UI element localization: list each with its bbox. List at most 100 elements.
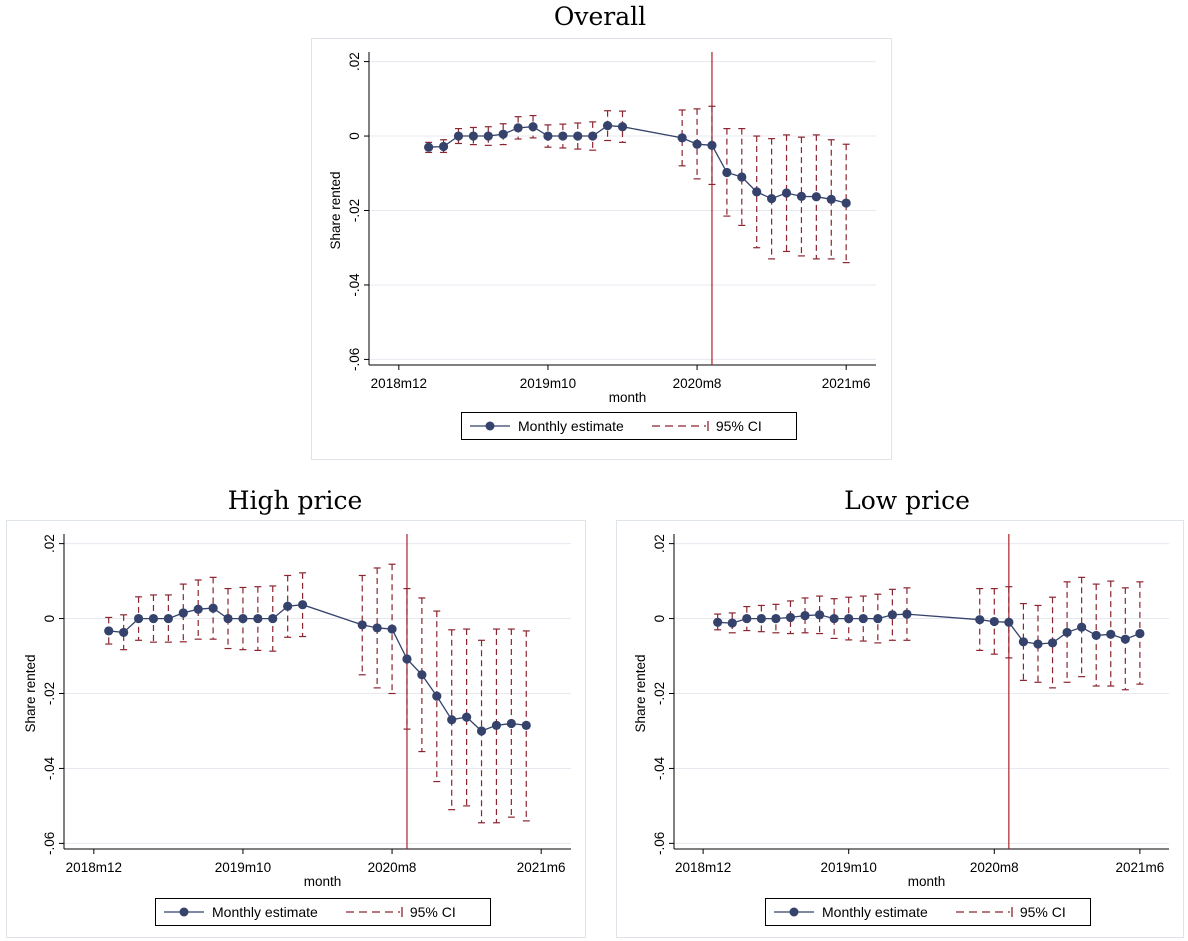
- estimate-point: [297, 600, 308, 610]
- estimate-point: [742, 613, 752, 624]
- y-tick-label: -.04: [42, 756, 57, 780]
- estimate-point: [357, 620, 367, 630]
- estimate-point: [727, 618, 737, 628]
- legend-label-estimate: Monthly estimate: [212, 904, 318, 920]
- legend-label-ci: 95% CI: [1019, 904, 1066, 920]
- estimate-point: [558, 131, 568, 141]
- estimate-point: [573, 131, 583, 141]
- estimate-point: [491, 720, 502, 730]
- chart-panel-low-price: -.06 -.04 -.02 0 .02 2018m12 2019m10 2020m8 2021…: [616, 520, 1184, 938]
- estimate-point: [737, 172, 747, 182]
- chart-title-high-price: High price: [227, 486, 363, 515]
- estimate-point: [975, 615, 985, 625]
- legend-item-estimate: Monthly estimate: [470, 418, 624, 434]
- estimate-point: [506, 718, 516, 729]
- x-tick-label: 2018m12: [66, 860, 122, 875]
- plot-overall: -.06 -.04 -.02 0 .02 2018m12 2019m10 2020m8 2021…: [328, 52, 876, 405]
- y-tick-label: -.04: [347, 273, 362, 297]
- x-tick-label: 2021m6: [517, 860, 566, 875]
- estimate-point: [814, 610, 825, 620]
- estimate-point: [722, 167, 732, 178]
- estimate-point: [796, 191, 807, 201]
- y-axis-label: Share rented: [23, 654, 38, 732]
- legend-item-ci: 95% CI: [651, 418, 762, 434]
- estimate-point: [447, 715, 457, 725]
- estimate-point: [402, 654, 412, 664]
- estimate-point: [677, 133, 687, 143]
- estimate-point: [163, 613, 173, 624]
- estimate-point: [858, 613, 868, 624]
- estimate-point: [602, 121, 613, 131]
- x-axis-label: month: [908, 874, 946, 889]
- estimate-point: [811, 192, 821, 202]
- estimate-point: [521, 720, 531, 730]
- y-tick-label: -.02: [42, 682, 57, 705]
- y-axis-label: Share rented: [328, 171, 343, 249]
- estimate-point: [1135, 628, 1145, 639]
- legend-item-estimate: Monthly estimate: [774, 904, 928, 920]
- legend-item-estimate: Monthly estimate: [164, 904, 318, 920]
- x-tick-label: 2018m12: [675, 860, 731, 875]
- estimate-point: [193, 604, 203, 614]
- estimate-point: [707, 140, 717, 150]
- x-tick-label: 2019m10: [520, 376, 576, 391]
- estimate-point: [283, 601, 293, 611]
- legend-overall: Monthly estimate 95% CI: [461, 412, 797, 440]
- legend-item-ci: 95% CI: [345, 904, 456, 920]
- y-tick-label: 0: [347, 132, 362, 140]
- estimate-point: [468, 131, 478, 141]
- estimate-point: [902, 609, 912, 619]
- y-tick-label: -.06: [42, 832, 57, 855]
- estimate-point: [476, 726, 487, 736]
- estimate-point: [844, 613, 854, 624]
- estimate-point: [1047, 638, 1058, 648]
- estimate-point: [1062, 627, 1072, 638]
- chart-panel-high-price: -.06 -.04 -.02 0 .02 2018m12 2019m10 2020m8 2021…: [6, 520, 586, 938]
- estimate-point: [1077, 622, 1087, 632]
- estimate-point: [417, 670, 427, 680]
- y-tick-label: -.02: [652, 682, 667, 705]
- estimate-point: [829, 613, 839, 624]
- y-tick-label: .02: [347, 52, 362, 71]
- legend-item-ci: 95% CI: [955, 904, 1066, 920]
- y-axis-label: Share rented: [633, 654, 648, 732]
- x-tick-label: 2019m10: [215, 860, 271, 875]
- estimate-point: [498, 129, 508, 139]
- estimate-point: [253, 613, 263, 624]
- estimate-point: [543, 131, 553, 141]
- estimate-point: [873, 613, 883, 624]
- plot-low-price: -.06 -.04 -.02 0 .02 2018m12 2019m10 2020m8 2021…: [633, 534, 1169, 889]
- x-tick-label: 2019m10: [821, 860, 877, 875]
- estimate-point: [617, 122, 628, 132]
- estimate-point: [713, 617, 723, 627]
- estimate-point: [223, 613, 233, 624]
- estimate-point: [887, 610, 897, 620]
- estimate-point: [268, 613, 278, 624]
- estimate-point: [438, 141, 449, 152]
- estimate-point: [453, 131, 464, 141]
- chart-panel-overall: -.06 -.04 -.02 0 .02 2018m12 2019m10 2020m8 2021…: [311, 38, 892, 460]
- estimate-point: [208, 603, 218, 613]
- y-tick-label: -.02: [347, 199, 362, 222]
- legend-label-ci: 95% CI: [409, 904, 456, 920]
- y-tick-label: .02: [652, 534, 667, 553]
- estimate-line: [108, 604, 527, 732]
- estimate-point: [119, 627, 129, 638]
- y-tick-label: .02: [42, 534, 57, 553]
- estimate-point: [841, 198, 851, 208]
- estimate-point: [372, 623, 382, 633]
- estimate-point: [483, 131, 493, 141]
- estimate-point: [148, 613, 159, 624]
- estimate-point: [1120, 634, 1130, 644]
- estimate-point: [767, 193, 777, 204]
- estimate-point: [178, 608, 188, 618]
- estimate-point: [692, 139, 702, 149]
- legend-label-estimate: Monthly estimate: [822, 904, 928, 920]
- estimate-point: [104, 626, 114, 636]
- estimate-point: [800, 610, 810, 621]
- x-tick-label: 2018m12: [371, 376, 427, 391]
- estimate-point: [238, 613, 248, 624]
- x-tick-label: 2020m8: [368, 860, 417, 875]
- estimate-point: [424, 142, 434, 152]
- x-tick-label: 2021m6: [822, 376, 871, 391]
